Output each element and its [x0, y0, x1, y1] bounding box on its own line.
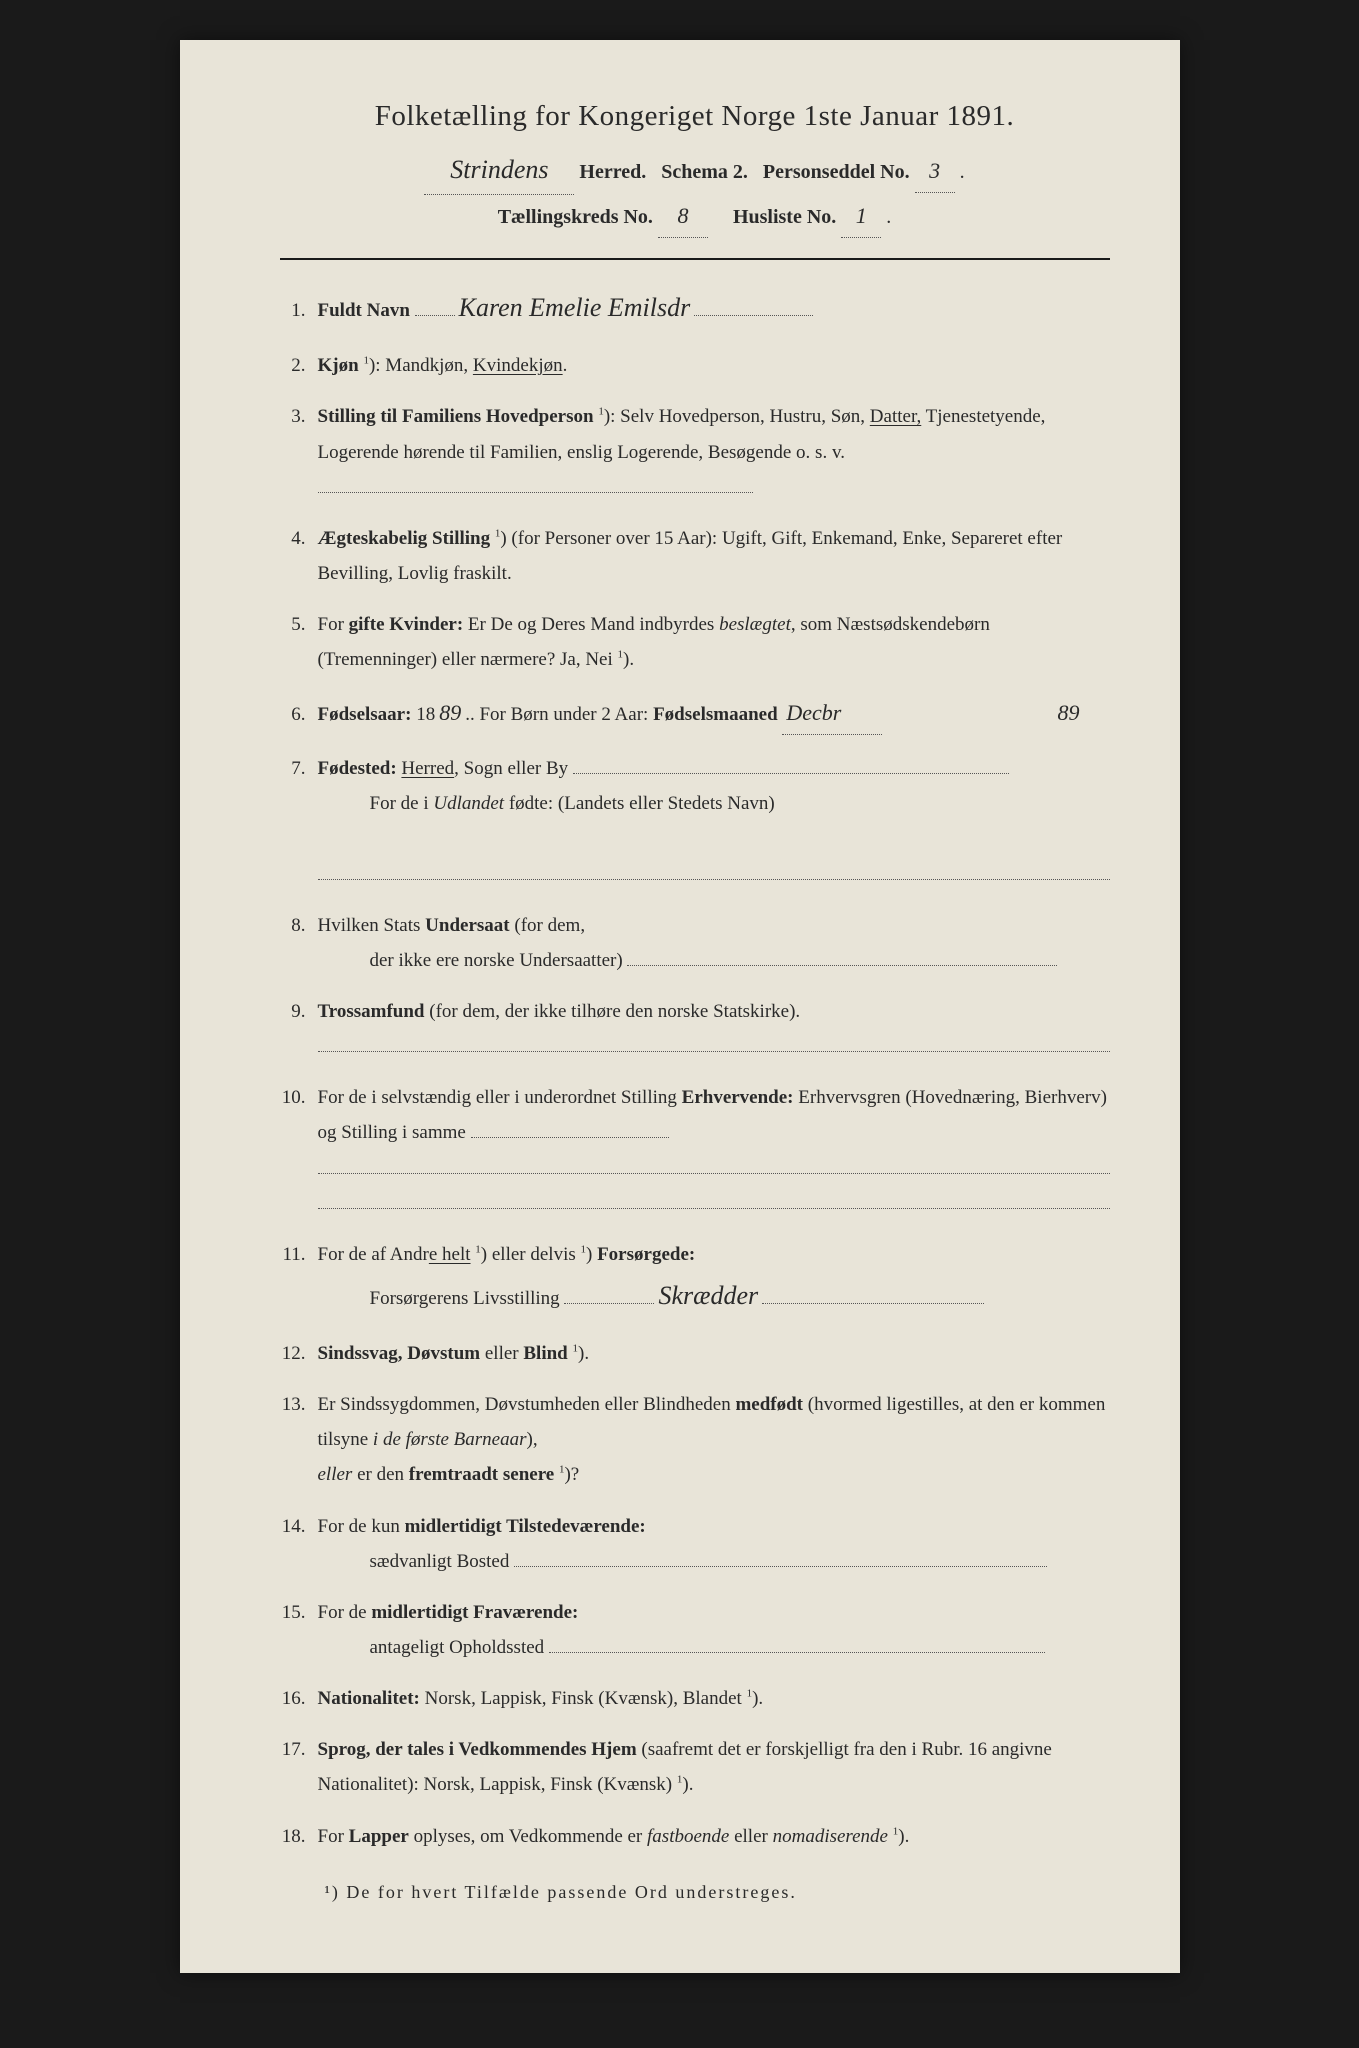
- entry-row: 5.For gifte Kvinder: Er De og Deres Mand…: [280, 607, 1110, 677]
- entry-row: 18.For Lapper oplyses, om Vedkommende er…: [280, 1819, 1110, 1854]
- entry-content: For de af Andre helt 1) eller delvis 1) …: [318, 1237, 1110, 1320]
- entry-content: Fuldt Navn Karen Emelie Emilsdr: [318, 284, 1110, 332]
- entry-number: 10.: [280, 1080, 318, 1115]
- entry-number: 4.: [280, 521, 318, 556]
- husliste-label: Husliste No.: [733, 206, 836, 228]
- entry-number: 1.: [280, 293, 318, 328]
- entry-number: 17.: [280, 1732, 318, 1767]
- entry-number: 11.: [280, 1237, 318, 1272]
- entry-content: For de midlertidigt Fraværende:antagelig…: [318, 1595, 1110, 1665]
- entry-row: 1.Fuldt Navn Karen Emelie Emilsdr: [280, 284, 1110, 332]
- herred-label: Herred.: [579, 161, 646, 183]
- schema-label: Schema 2.: [661, 161, 748, 183]
- entries-list: 1.Fuldt Navn Karen Emelie Emilsdr2.Kjøn …: [280, 284, 1110, 1854]
- census-form-page: Folketælling for Kongeriget Norge 1ste J…: [180, 40, 1180, 1973]
- entry-row: 4.Ægteskabelig Stilling 1) (for Personer…: [280, 521, 1110, 591]
- entry-content: Ægteskabelig Stilling 1) (for Personer o…: [318, 521, 1110, 591]
- entry-row: 9.Trossamfund (for dem, der ikke tilhøre…: [280, 994, 1110, 1064]
- entry-number: 15.: [280, 1595, 318, 1630]
- herred-handwritten: Strindens: [424, 145, 574, 195]
- entry-number: 14.: [280, 1509, 318, 1544]
- margin-handwritten: 89: [1058, 693, 1080, 734]
- divider-rule: [280, 258, 1110, 260]
- entry-row: 17.Sprog, der tales i Vedkommendes Hjem …: [280, 1732, 1110, 1802]
- entry-row: 7.Fødested: Herred, Sogn eller By For de…: [280, 751, 1110, 892]
- footnote: ¹) De for hvert Tilfælde passende Ord un…: [280, 1882, 1110, 1903]
- entry-content: Hvilken Stats Undersaat (for dem,der ikk…: [318, 908, 1110, 978]
- page-title: Folketælling for Kongeriget Norge 1ste J…: [280, 100, 1110, 133]
- entry-number: 18.: [280, 1819, 318, 1854]
- entry-content: Fødested: Herred, Sogn eller By For de i…: [318, 751, 1110, 892]
- entry-content: For de i selvstændig eller i underordnet…: [318, 1080, 1110, 1221]
- entry-content: Fødselsaar: 1889.. For Børn under 2 Aar:…: [318, 693, 1110, 735]
- entry-row: 8.Hvilken Stats Undersaat (for dem,der i…: [280, 908, 1110, 978]
- entry-row: 10.For de i selvstændig eller i underord…: [280, 1080, 1110, 1221]
- entry-number: 9.: [280, 994, 318, 1029]
- entry-content: Sindssvag, Døvstum eller Blind 1).: [318, 1336, 1110, 1371]
- entry-content: Trossamfund (for dem, der ikke tilhøre d…: [318, 994, 1110, 1064]
- entry-content: Nationalitet: Norsk, Lappisk, Finsk (Kvæ…: [318, 1681, 1110, 1716]
- entry-content: For gifte Kvinder: Er De og Deres Mand i…: [318, 607, 1110, 677]
- entry-number: 12.: [280, 1336, 318, 1371]
- entry-content: Er Sindssygdommen, Døvstumheden eller Bl…: [318, 1387, 1110, 1492]
- entry-content: Sprog, der tales i Vedkommendes Hjem (sa…: [318, 1732, 1110, 1802]
- entry-number: 5.: [280, 607, 318, 642]
- entry-row: 2.Kjøn 1): Mandkjøn, Kvindekjøn.: [280, 348, 1110, 383]
- taelling-label: Tællingskreds No.: [498, 206, 653, 228]
- husliste-hw: 1: [841, 195, 881, 238]
- subheader: Strindens Herred. Schema 2. Personseddel…: [280, 145, 1110, 238]
- entry-number: 16.: [280, 1681, 318, 1716]
- entry-number: 3.: [280, 399, 318, 434]
- entry-number: 6.: [280, 697, 318, 732]
- entry-row: 16.Nationalitet: Norsk, Lappisk, Finsk (…: [280, 1681, 1110, 1716]
- entry-content: Stilling til Familiens Hovedperson 1): S…: [318, 399, 1110, 504]
- entry-row: 3.Stilling til Familiens Hovedperson 1):…: [280, 399, 1110, 504]
- entry-number: 2.: [280, 348, 318, 383]
- entry-number: 7.: [280, 751, 318, 786]
- entry-row: 15.For de midlertidigt Fraværende:antage…: [280, 1595, 1110, 1665]
- entry-content: For Lapper oplyses, om Vedkommende er fa…: [318, 1819, 1110, 1854]
- header: Folketælling for Kongeriget Norge 1ste J…: [280, 100, 1110, 238]
- entry-row: 14.For de kun midlertidigt Tilstedeværen…: [280, 1509, 1110, 1579]
- entry-row: 6.Fødselsaar: 1889.. For Børn under 2 Aa…: [280, 693, 1110, 735]
- entry-row: 12.Sindssvag, Døvstum eller Blind 1).: [280, 1336, 1110, 1371]
- entry-row: 11.For de af Andre helt 1) eller delvis …: [280, 1237, 1110, 1320]
- entry-row: 13.Er Sindssygdommen, Døvstumheden eller…: [280, 1387, 1110, 1492]
- entry-content: Kjøn 1): Mandkjøn, Kvindekjøn.: [318, 348, 1110, 383]
- person-no-hw: 3: [915, 150, 955, 193]
- entry-number: 13.: [280, 1387, 318, 1422]
- entry-number: 8.: [280, 908, 318, 943]
- entry-content: For de kun midlertidigt Tilstedeværende:…: [318, 1509, 1110, 1579]
- person-no-label: Personseddel No.: [763, 161, 910, 183]
- taelling-hw: 8: [658, 195, 708, 238]
